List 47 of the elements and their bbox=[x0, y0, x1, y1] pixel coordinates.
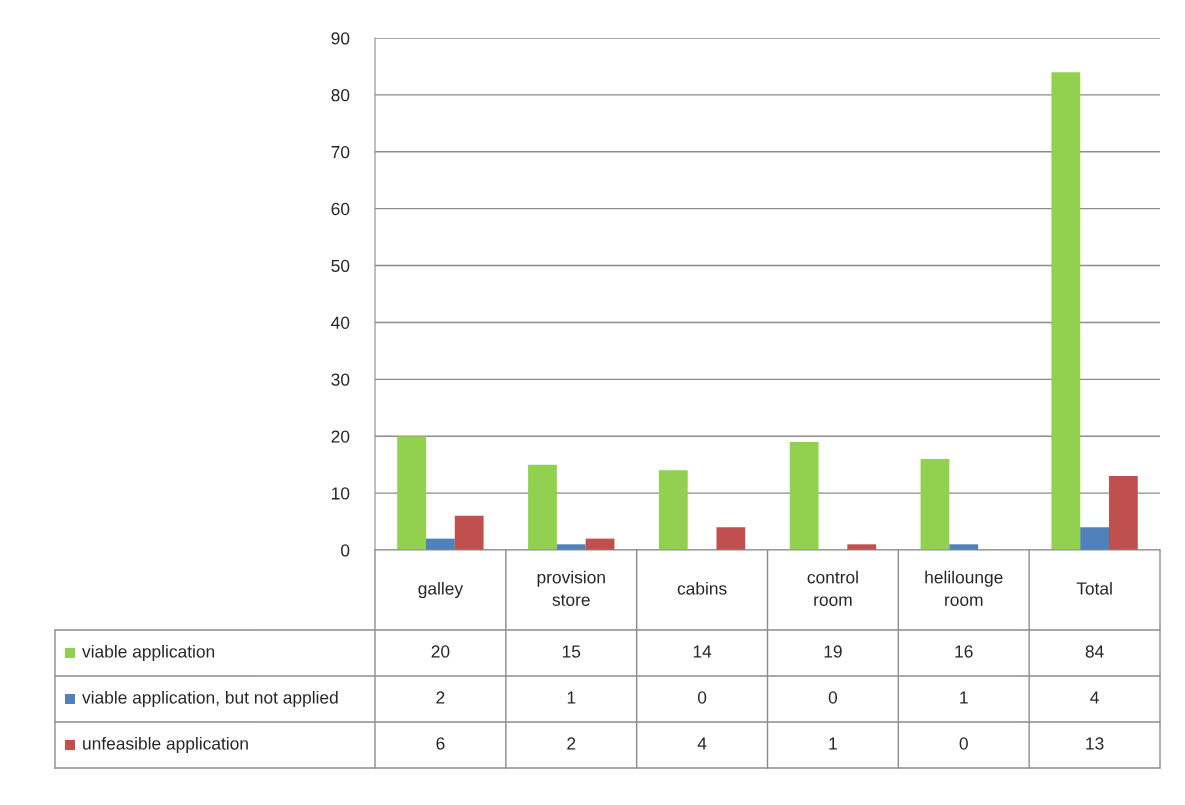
y-tick-label: 60 bbox=[331, 202, 350, 216]
bar bbox=[454, 515, 484, 550]
x-tick-label: galley bbox=[418, 581, 464, 599]
data-label: 1 bbox=[960, 691, 968, 704]
bar bbox=[1108, 476, 1138, 550]
y-tick-label: 70 bbox=[331, 145, 350, 159]
y-tick-label: 30 bbox=[331, 373, 350, 386]
data-label: 16 bbox=[955, 645, 973, 658]
y-tick-label: 80 bbox=[331, 89, 350, 102]
bar bbox=[920, 458, 950, 550]
legend-label: viable application, but not applied bbox=[82, 690, 338, 708]
data-label: 0 bbox=[697, 691, 707, 704]
x-tick-label: provision store bbox=[537, 570, 605, 606]
bar bbox=[1080, 527, 1109, 550]
bar bbox=[397, 436, 427, 550]
y-tick-label: 20 bbox=[331, 430, 350, 443]
data-label: 0 bbox=[828, 691, 838, 704]
bar bbox=[1051, 72, 1081, 550]
bar bbox=[528, 464, 557, 550]
data-label: 19 bbox=[824, 645, 842, 658]
y-tick-label: 10 bbox=[332, 487, 350, 500]
x-tick-label: helilounge room bbox=[925, 570, 1003, 606]
y-tick-label: 50 bbox=[331, 259, 350, 273]
y-tick-label: 0 bbox=[341, 544, 350, 557]
legend-label: unfeasible application bbox=[83, 736, 248, 754]
data-label: 4 bbox=[697, 737, 707, 750]
x-tick-label: cabins bbox=[677, 581, 727, 595]
bar bbox=[789, 441, 819, 550]
data-label: 1 bbox=[829, 737, 837, 750]
y-tick-label: 90 bbox=[331, 32, 350, 45]
data-label: 6 bbox=[436, 737, 445, 750]
data-label: 4 bbox=[1090, 691, 1099, 704]
data-label: 84 bbox=[1085, 645, 1104, 658]
data-label: 2 bbox=[567, 737, 576, 750]
data-label: 13 bbox=[1086, 737, 1104, 750]
legend-label: viable application bbox=[82, 644, 215, 662]
x-tick-label: control room bbox=[807, 570, 858, 606]
data-label: 2 bbox=[436, 691, 445, 704]
bar bbox=[716, 527, 746, 550]
data-label: 20 bbox=[431, 645, 450, 658]
data-label: 14 bbox=[693, 645, 712, 658]
y-tick-label: 40 bbox=[331, 316, 350, 329]
x-tick-label: Total bbox=[1076, 581, 1112, 595]
data-label: 15 bbox=[562, 645, 581, 658]
data-label: 1 bbox=[567, 691, 576, 704]
data-label: 0 bbox=[959, 737, 968, 750]
bar bbox=[658, 470, 688, 550]
